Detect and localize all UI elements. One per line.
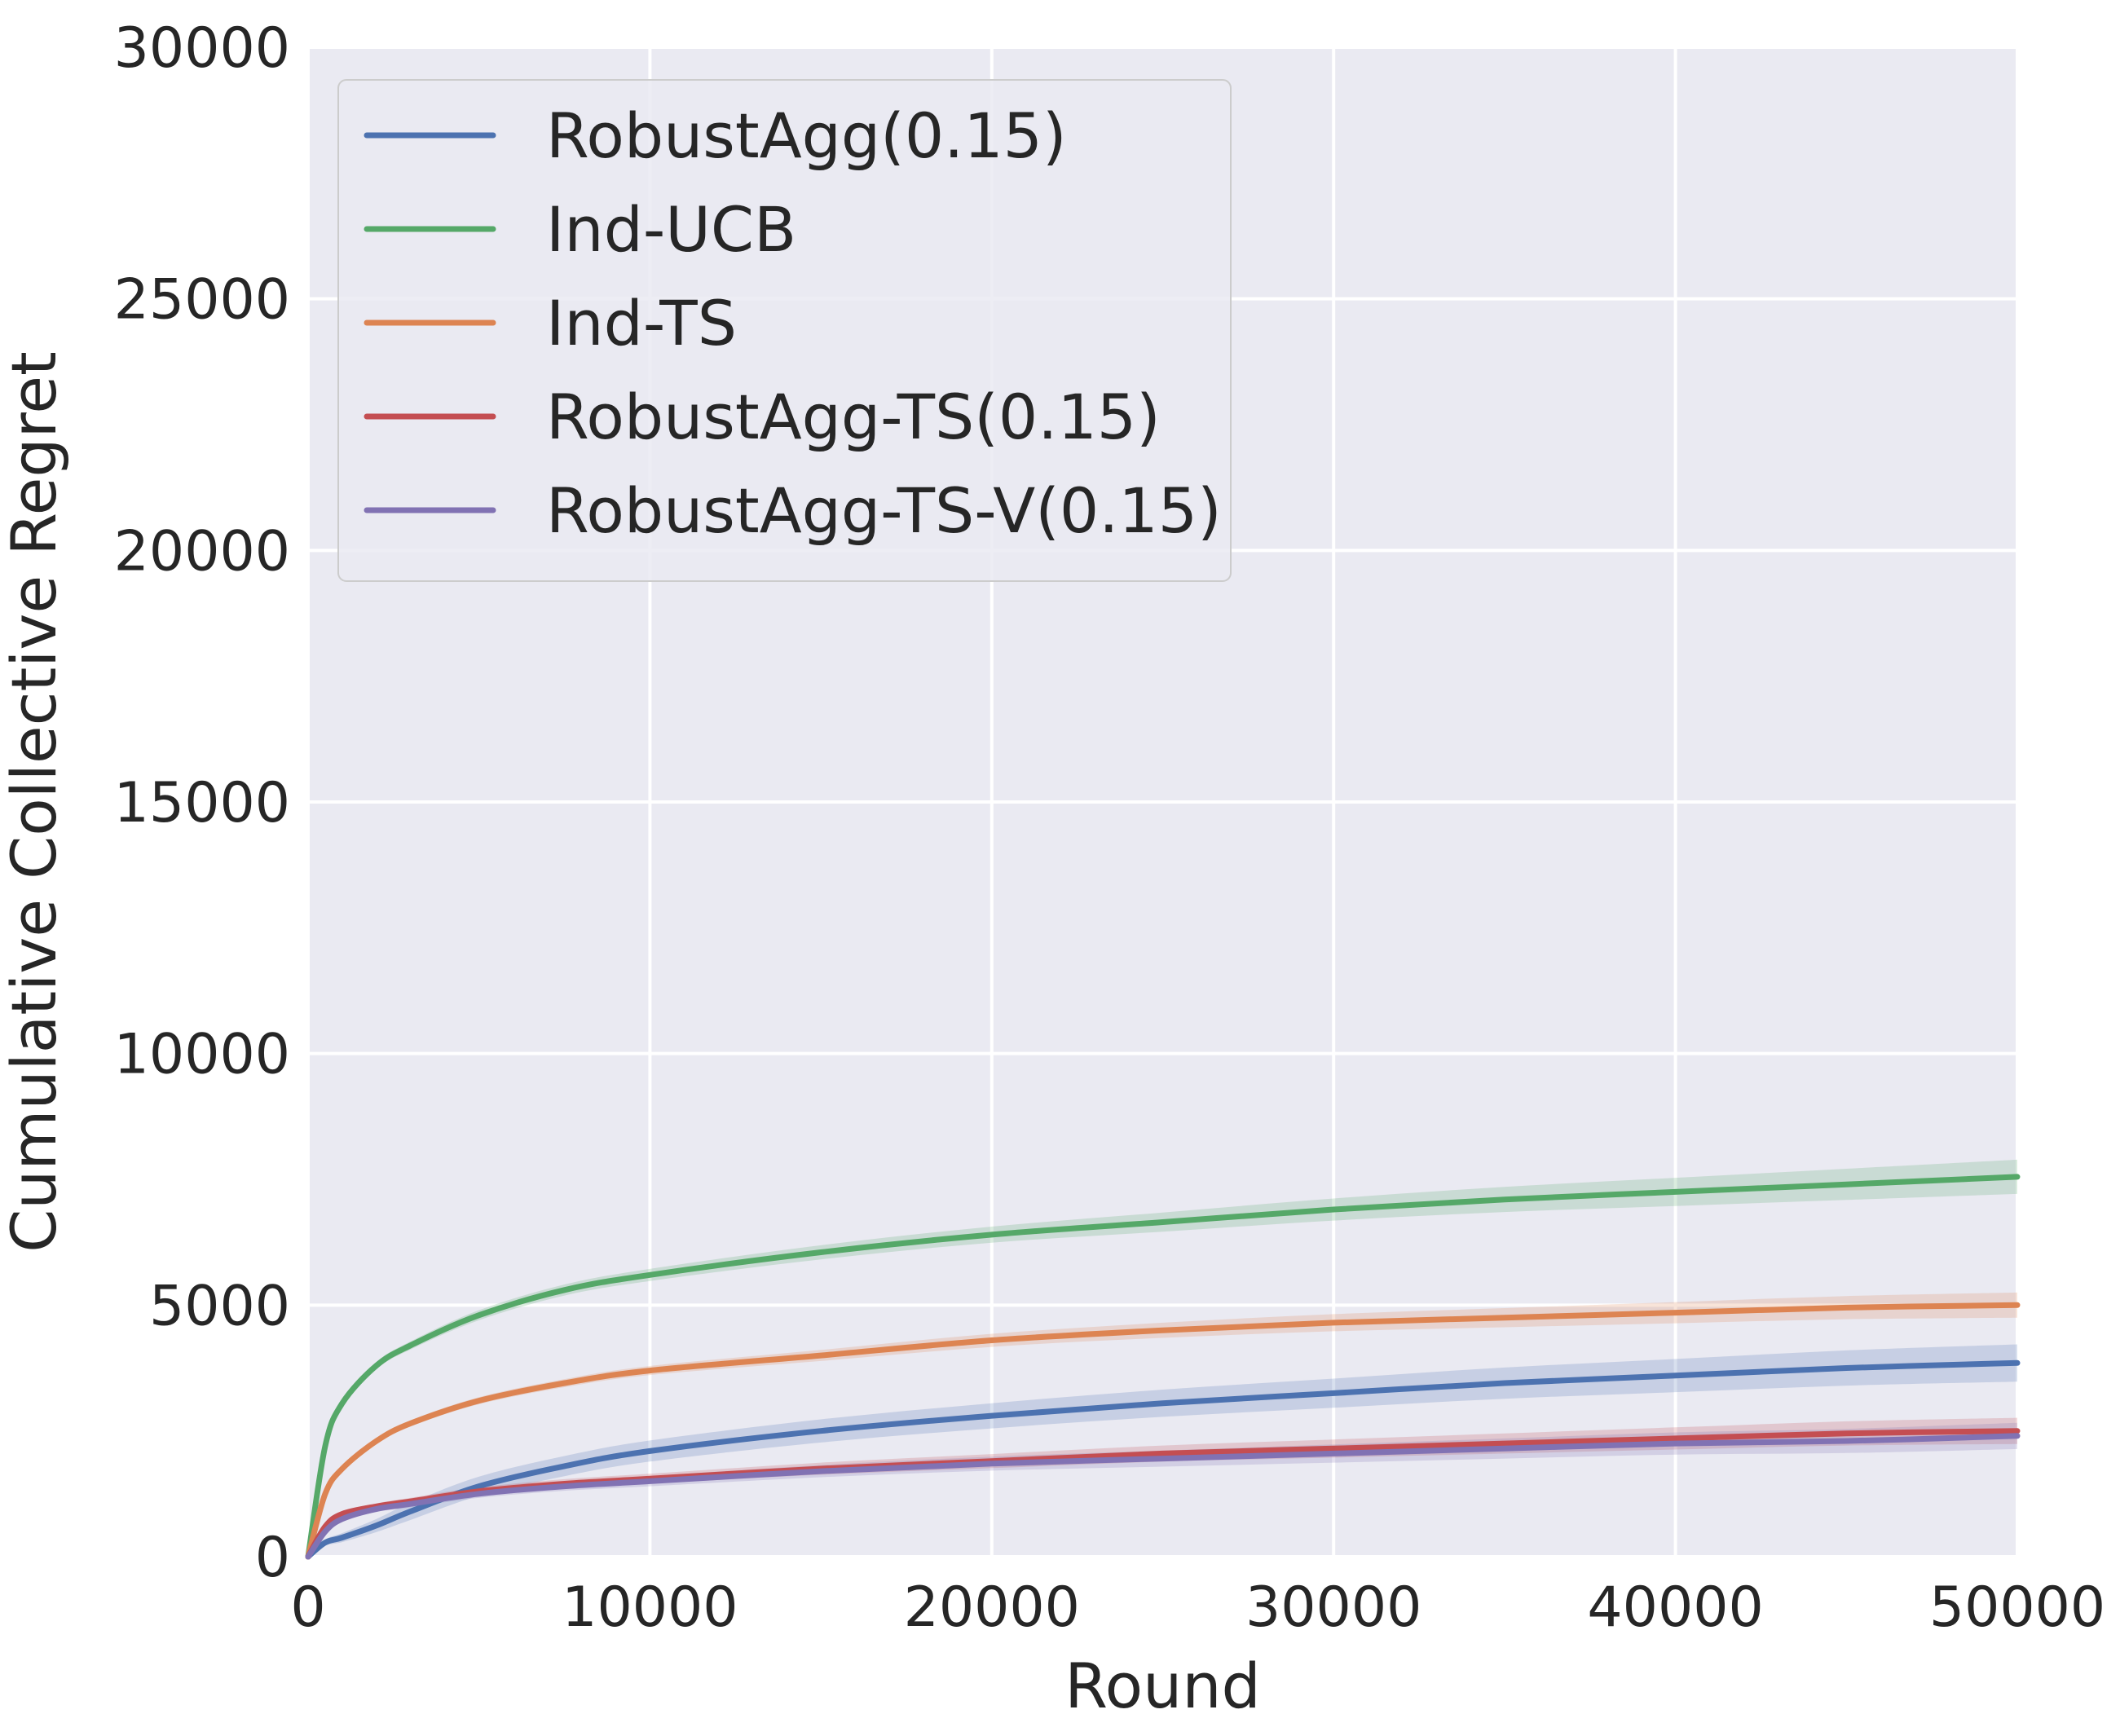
y-tick-label: 25000 [114, 268, 290, 333]
legend-label: Ind-TS [546, 287, 737, 359]
y-axis-label: Cumulative Collective Regret [0, 351, 70, 1253]
series-line-2 [305, 1302, 2021, 1560]
series-line-0 [305, 1359, 2021, 1560]
band-1 [308, 1159, 2017, 1557]
band-2 [308, 1292, 2017, 1557]
x-tick-label: 40000 [1587, 1575, 1763, 1640]
legend-label: Ind-UCB [546, 193, 796, 266]
x-tick-label: 20000 [904, 1575, 1080, 1640]
x-tick-label: 10000 [562, 1575, 738, 1640]
x-tick-label: 0 [290, 1575, 325, 1640]
x-axis-label: Round [1064, 1650, 1260, 1722]
x-tick-labels: 0 10000 20000 30000 40000 50000 [290, 1575, 2105, 1640]
y-tick-label: 30000 [114, 16, 290, 81]
x-tick-label: 30000 [1245, 1575, 1421, 1640]
y-tick-label: 20000 [114, 519, 290, 584]
y-tick-label: 15000 [114, 771, 290, 835]
y-tick-label: 5000 [149, 1274, 290, 1338]
y-tick-labels: 0 5000 10000 15000 20000 25000 30000 [114, 16, 290, 1590]
legend: RobustAgg(0.15) Ind-UCB Ind-TS RobustAgg-TS… [337, 79, 1232, 582]
band-4 [308, 1422, 2017, 1557]
y-tick-label: 10000 [114, 1023, 290, 1087]
series-lines [305, 1174, 2021, 1560]
series-line-4 [305, 1433, 2021, 1560]
legend-label: RobustAgg(0.15) [546, 99, 1067, 172]
legend-label: RobustAgg-TS(0.15) [546, 381, 1161, 453]
series-line-1 [305, 1174, 2021, 1560]
y-tick-label: 0 [255, 1526, 290, 1590]
x-tick-label: 50000 [1929, 1575, 2105, 1640]
legend-box [337, 79, 1232, 582]
legend-label: RobustAgg-TS-V(0.15) [546, 474, 1222, 547]
